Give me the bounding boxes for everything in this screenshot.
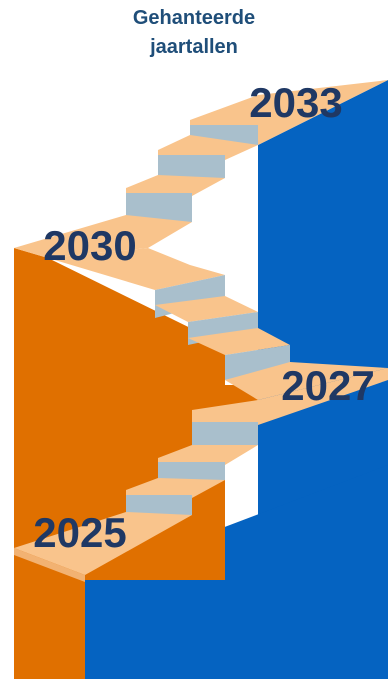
year-label-2030: 2030	[43, 222, 136, 269]
title-line-2: jaartallen	[150, 36, 238, 58]
lower-steps	[14, 368, 388, 582]
year-label-2027: 2027	[281, 362, 374, 409]
year-label-2025: 2025	[33, 509, 126, 556]
diagram-title: Gehanteerde jaartallen	[80, 4, 308, 62]
middle-steps	[48, 248, 388, 400]
upper-steps	[14, 80, 388, 258]
year-label-2033: 2033	[249, 79, 342, 126]
orange-wall	[14, 248, 258, 679]
title-line-1: Gehanteerde	[132, 7, 256, 29]
